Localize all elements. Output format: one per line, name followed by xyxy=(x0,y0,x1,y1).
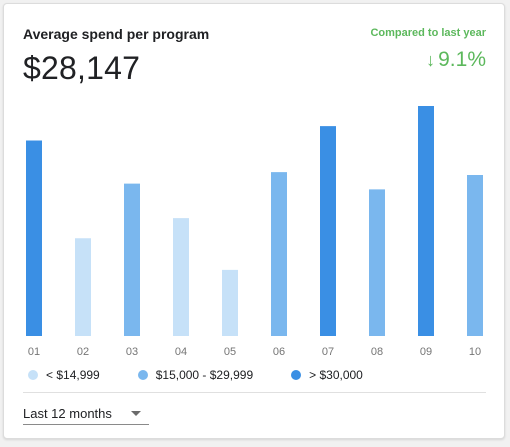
x-tick-label-10: 10 xyxy=(469,346,481,358)
bar-09[interactable] xyxy=(418,106,434,336)
period-dropdown[interactable]: Last 12 months xyxy=(23,402,149,425)
bar-01[interactable] xyxy=(26,140,42,337)
legend-dot-high xyxy=(291,370,302,380)
legend-dot-mid xyxy=(137,370,148,380)
legend-label-mid: $15,000 - $29,999 xyxy=(155,368,254,382)
x-tick-label-01: 01 xyxy=(28,346,40,358)
average-spend-value: $28,147 xyxy=(23,50,141,86)
bar-03[interactable] xyxy=(124,183,140,336)
comparison-label: Compared to last year xyxy=(370,27,486,39)
x-tick-label-04: 04 xyxy=(175,346,187,358)
legend-item-high: > $30,000 xyxy=(291,368,363,382)
legend-item-low: < $14,999 xyxy=(28,368,100,382)
comparison-value: 9.1% xyxy=(438,48,486,71)
bar-10[interactable] xyxy=(467,175,483,336)
x-tick-label-03: 03 xyxy=(126,346,138,358)
period-selected-value: Last 12 months xyxy=(23,405,112,421)
legend-label-low: < $14,999 xyxy=(46,368,100,382)
x-tick-label-05: 05 xyxy=(224,346,236,358)
bar-06[interactable] xyxy=(271,172,287,336)
x-tick-label-08: 08 xyxy=(371,346,383,358)
card-title: Average spend per program xyxy=(23,26,210,42)
bar-04[interactable] xyxy=(173,218,189,336)
comparison-change: ↓ 9.1% xyxy=(426,48,486,72)
legend-dot-low xyxy=(28,370,38,380)
x-tick-label-09: 09 xyxy=(420,346,432,358)
bar-08[interactable] xyxy=(369,189,385,336)
legend-item-mid: $15,000 - $29,999 xyxy=(137,368,254,382)
x-tick-label-07: 07 xyxy=(322,346,334,358)
spend-card: Average spend per program $28,147 Compar… xyxy=(3,3,505,439)
bar-05[interactable] xyxy=(222,269,238,336)
bar-chart: 01 02 03 04 05 06 07 08 09 10 xyxy=(26,106,483,358)
chart-legend: < $14,999 $15,000 - $29,999 > $30,000 xyxy=(28,368,401,382)
arrow-down-icon: ↓ xyxy=(426,50,436,70)
bar-02[interactable] xyxy=(75,238,91,336)
x-tick-label-06: 06 xyxy=(273,346,285,358)
x-tick-label-02: 02 xyxy=(77,346,89,358)
divider xyxy=(23,392,486,393)
caret-down-icon xyxy=(131,410,141,416)
bar-07[interactable] xyxy=(320,126,336,336)
legend-label-high: > $30,000 xyxy=(309,368,363,382)
